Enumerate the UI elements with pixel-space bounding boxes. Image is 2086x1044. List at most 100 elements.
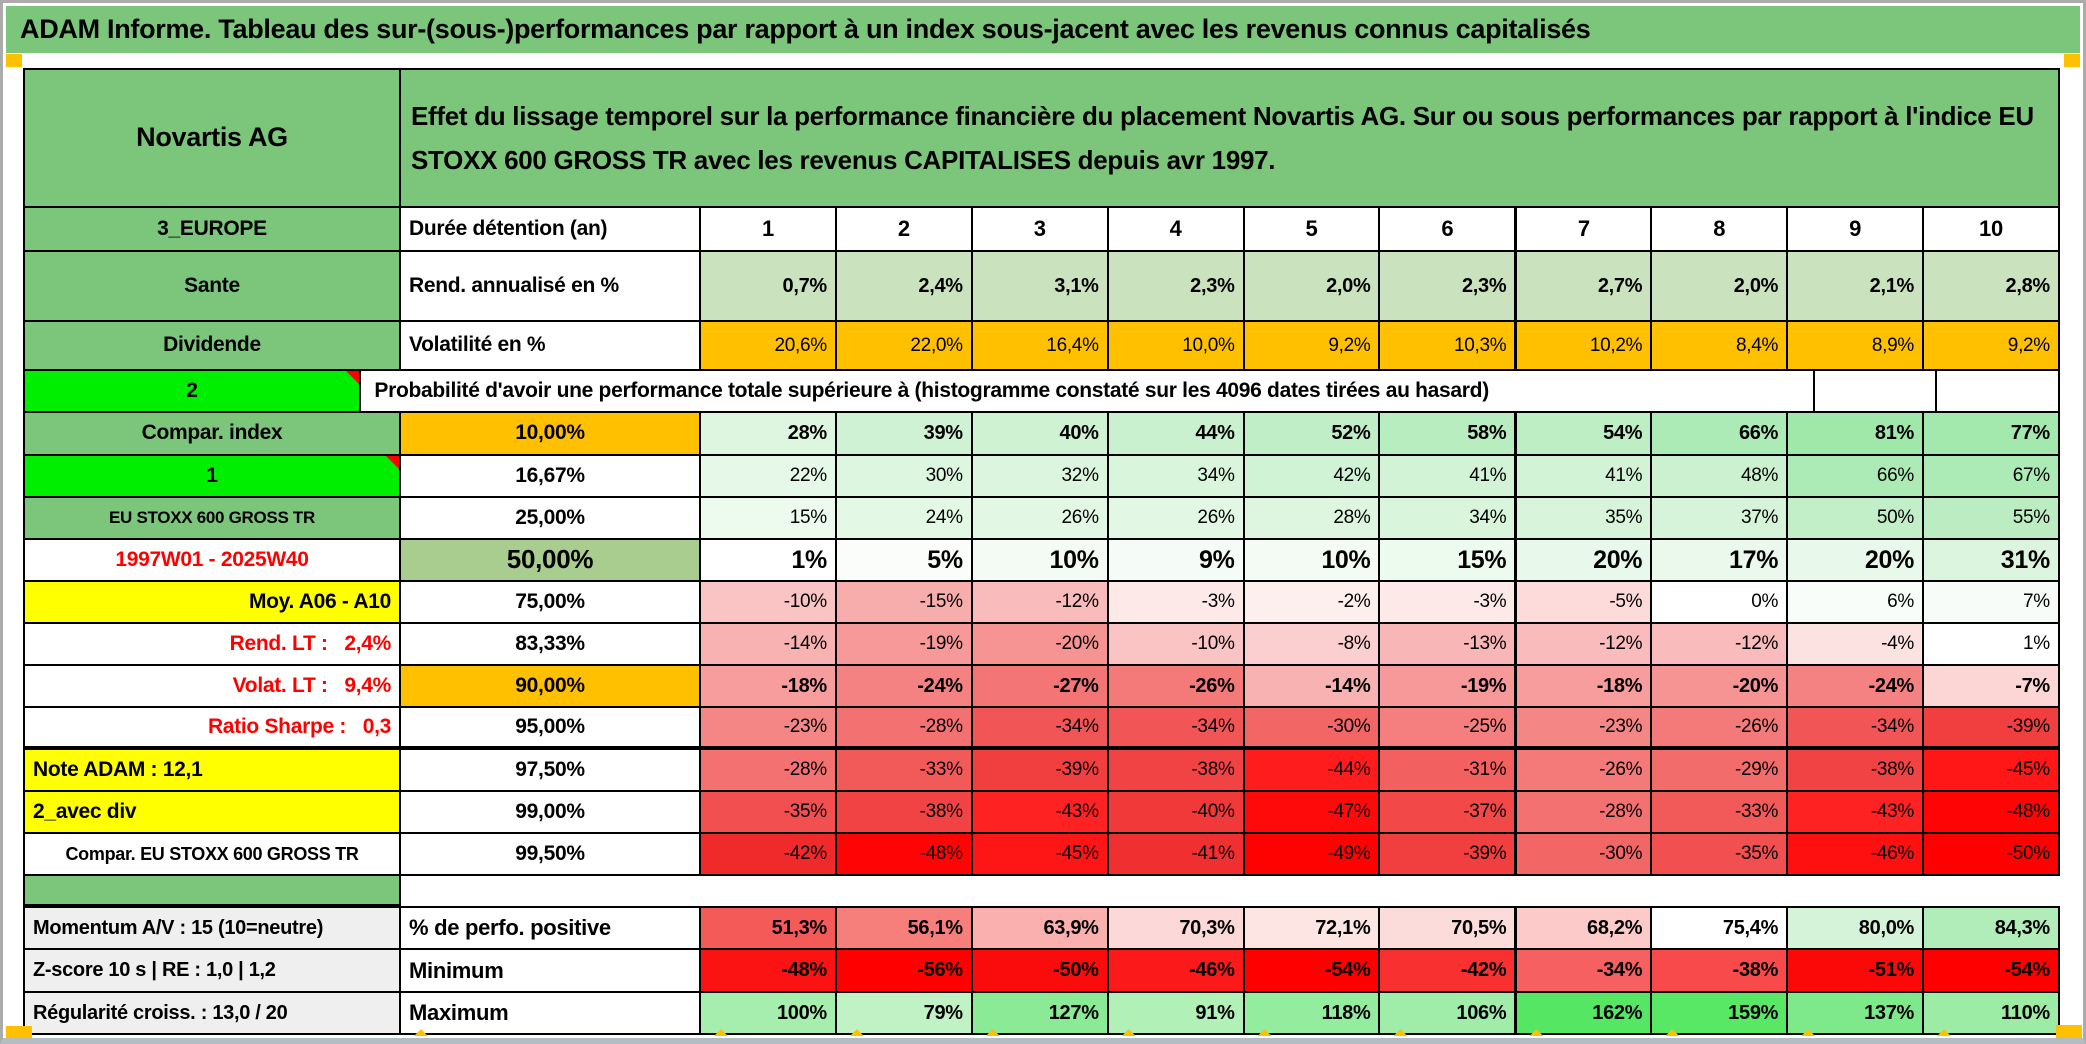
row-label-cell[interactable]: Compar. EU STOXX 600 GROSS TR (23, 834, 401, 876)
value-cell[interactable]: 22,0% (836, 322, 973, 371)
value-cell[interactable]: 10 (1924, 208, 2060, 252)
value-cell[interactable]: -13% (1380, 624, 1517, 666)
value-cell[interactable]: 8 (1652, 208, 1789, 252)
row-header-cell[interactable]: % de perfo. positive (401, 906, 701, 950)
value-cell[interactable]: -20% (1652, 666, 1789, 708)
value-cell[interactable]: 50% (1788, 498, 1925, 540)
value-cell[interactable]: 2,7% (1516, 252, 1653, 322)
value-cell[interactable]: 8,4% (1652, 322, 1789, 371)
value-cell[interactable]: 127% (972, 993, 1109, 1035)
value-cell[interactable]: -23% (701, 708, 837, 750)
value-cell[interactable]: 5 (1244, 208, 1381, 252)
row-header-cell[interactable]: 97,50% (401, 750, 701, 792)
value-cell[interactable]: -43% (972, 792, 1109, 834)
value-cell[interactable]: 16,4% (972, 322, 1109, 371)
value-cell[interactable]: -20% (972, 624, 1109, 666)
value-cell[interactable]: 20% (1788, 540, 1925, 582)
value-cell[interactable]: 41% (1380, 456, 1517, 498)
row-header-cell[interactable]: Durée détention (an) (401, 208, 701, 252)
value-cell[interactable]: 10,0% (1108, 322, 1245, 371)
value-cell[interactable]: 91% (1108, 993, 1245, 1035)
value-cell[interactable]: 1 (701, 208, 837, 252)
value-cell[interactable]: 48% (1652, 456, 1789, 498)
row-header-cell[interactable]: Rend. annualisé en % (401, 252, 701, 322)
value-cell[interactable]: 75,4% (1652, 906, 1789, 950)
row-label-cell[interactable]: 1 (23, 456, 401, 498)
empty-cell[interactable] (1937, 371, 2060, 413)
value-cell[interactable]: 81% (1788, 413, 1925, 456)
value-cell[interactable]: -48% (701, 950, 837, 993)
empty-strip[interactable] (401, 876, 2060, 906)
value-cell[interactable]: -27% (972, 666, 1109, 708)
value-cell[interactable]: 22% (701, 456, 837, 498)
value-cell[interactable]: 77% (1924, 413, 2060, 456)
value-cell[interactable]: -40% (1108, 792, 1245, 834)
value-cell[interactable]: 15% (701, 498, 837, 540)
value-cell[interactable]: -35% (1652, 834, 1789, 876)
value-cell[interactable]: 100% (701, 993, 837, 1035)
row-header-cell[interactable]: 50,00% (401, 540, 701, 582)
value-cell[interactable]: 4 (1108, 208, 1245, 252)
value-cell[interactable]: 34% (1380, 498, 1517, 540)
value-cell[interactable]: -10% (1108, 624, 1245, 666)
value-cell[interactable]: 17% (1652, 540, 1789, 582)
row-header-cell[interactable]: 95,00% (401, 708, 701, 750)
value-cell[interactable]: 162% (1516, 993, 1653, 1035)
value-cell[interactable]: -37% (1380, 792, 1517, 834)
value-cell[interactable]: -33% (1652, 792, 1789, 834)
value-cell[interactable]: 6 (1380, 208, 1517, 252)
row-label-cell[interactable]: Sante (23, 252, 401, 322)
row-label-cell[interactable]: Dividende (23, 322, 401, 371)
value-cell[interactable]: 72,1% (1244, 906, 1381, 950)
value-cell[interactable]: -35% (701, 792, 837, 834)
value-cell[interactable]: -24% (836, 666, 973, 708)
value-cell[interactable]: -42% (701, 834, 837, 876)
value-cell[interactable]: -8% (1244, 624, 1381, 666)
value-cell[interactable]: -34% (972, 708, 1109, 750)
value-cell[interactable]: -5% (1516, 582, 1653, 624)
row-header-cell[interactable]: 99,00% (401, 792, 701, 834)
row-header-cell[interactable]: Volatilité en % (401, 322, 701, 371)
value-cell[interactable]: 10% (1244, 540, 1381, 582)
value-cell[interactable]: 41% (1516, 456, 1653, 498)
value-cell[interactable]: 2,0% (1244, 252, 1381, 322)
row-label-cell[interactable]: Moy. A06 - A10 (23, 582, 401, 624)
value-cell[interactable]: -15% (836, 582, 973, 624)
row-header-cell[interactable]: 90,00% (401, 666, 701, 708)
value-cell[interactable]: -19% (836, 624, 973, 666)
value-cell[interactable]: 28% (1244, 498, 1381, 540)
value-cell[interactable]: -45% (972, 834, 1109, 876)
value-cell[interactable]: -18% (701, 666, 837, 708)
value-cell[interactable]: 118% (1244, 993, 1381, 1035)
value-cell[interactable]: 5% (836, 540, 973, 582)
value-cell[interactable]: -26% (1652, 708, 1789, 750)
value-cell[interactable]: 2,3% (1380, 252, 1517, 322)
value-cell[interactable]: -38% (1108, 750, 1245, 792)
value-cell[interactable]: -49% (1244, 834, 1381, 876)
value-cell[interactable]: 42% (1244, 456, 1381, 498)
value-cell[interactable]: -34% (1108, 708, 1245, 750)
value-cell[interactable]: -14% (1244, 666, 1381, 708)
value-cell[interactable]: -44% (1244, 750, 1381, 792)
value-cell[interactable]: 10,3% (1380, 322, 1517, 371)
value-cell[interactable]: -46% (1108, 950, 1245, 993)
value-cell[interactable]: 31% (1924, 540, 2060, 582)
value-cell[interactable]: 35% (1516, 498, 1653, 540)
value-cell[interactable]: -47% (1244, 792, 1381, 834)
value-cell[interactable]: 58% (1380, 413, 1517, 456)
row-header-cell[interactable]: 10,00% (401, 413, 701, 456)
value-cell[interactable]: 15% (1380, 540, 1517, 582)
description-cell[interactable]: Effet du lissage temporel sur la perform… (401, 68, 2060, 208)
value-cell[interactable]: -28% (836, 708, 973, 750)
value-cell[interactable]: 70,5% (1380, 906, 1517, 950)
value-cell[interactable]: 63,9% (972, 906, 1109, 950)
row-label-cell[interactable]: Régularité croiss. : 13,0 / 20 (23, 993, 401, 1035)
value-cell[interactable]: -50% (1924, 834, 2060, 876)
value-cell[interactable]: -33% (836, 750, 973, 792)
value-cell[interactable]: 32% (972, 456, 1109, 498)
value-cell[interactable]: -43% (1788, 792, 1925, 834)
value-cell[interactable]: 106% (1380, 993, 1517, 1035)
value-cell[interactable]: 66% (1788, 456, 1925, 498)
row-header-cell[interactable]: 83,33% (401, 624, 701, 666)
value-cell[interactable]: -4% (1788, 624, 1925, 666)
